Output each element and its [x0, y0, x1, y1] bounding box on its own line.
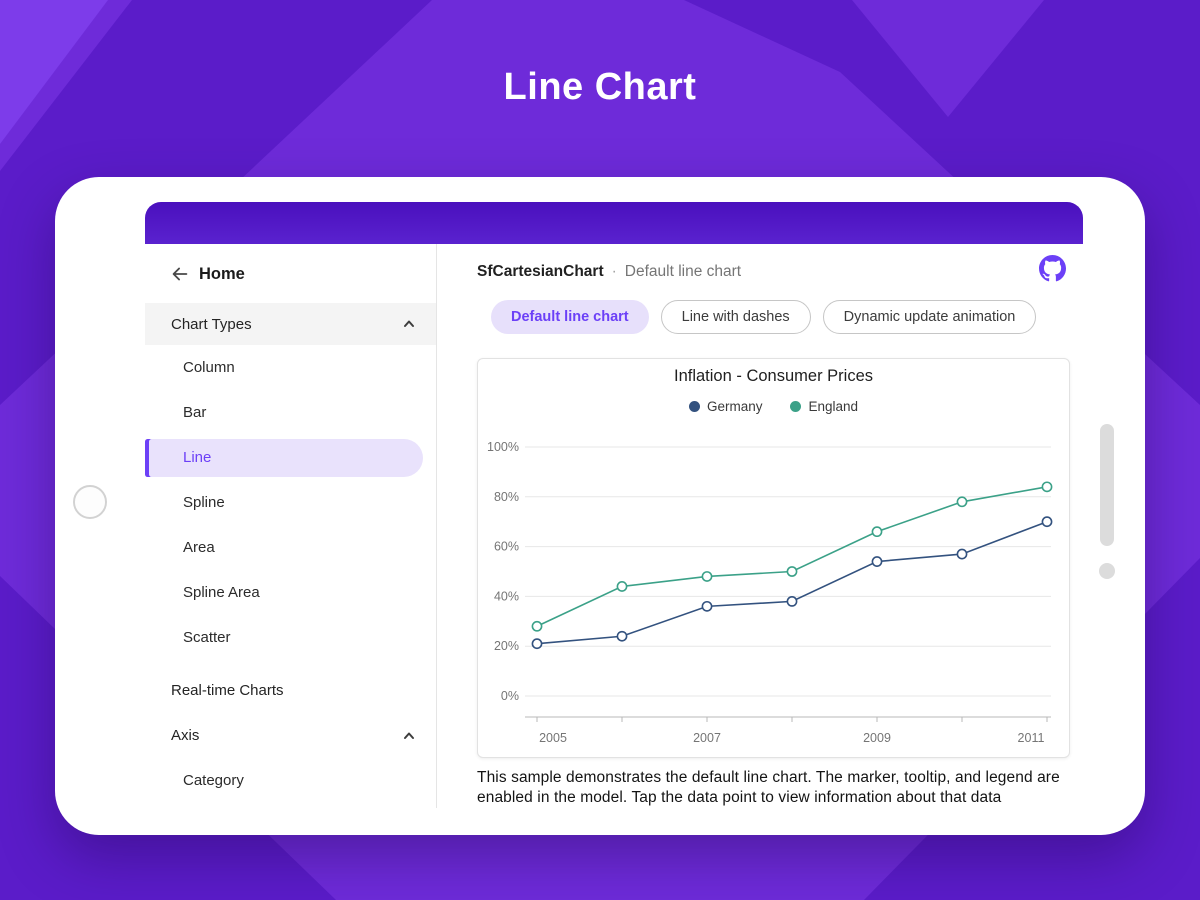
main-panel: SfCartesianChart · Default line chart De…: [437, 244, 1083, 808]
app-bar: [145, 202, 1083, 244]
chip-dynamic-update-animation[interactable]: Dynamic update animation: [822, 300, 1037, 334]
legend-label-germany: Germany: [706, 399, 763, 414]
svg-text:60%: 60%: [494, 540, 519, 554]
legend-dot-germany: [688, 401, 700, 412]
tablet-camera: [73, 485, 107, 519]
chart-legend: Germany England: [478, 399, 1069, 414]
svg-text:40%: 40%: [494, 589, 519, 603]
chart-card: Inflation - Consumer Prices Germany Engl…: [477, 358, 1070, 758]
breadcrumb: SfCartesianChart · Default line chart: [477, 258, 741, 286]
sample-variant-chips: Default line chart Line with dashes Dyna…: [491, 300, 1037, 334]
chevron-up-icon: [402, 317, 416, 331]
legend-dot-england: [790, 401, 802, 412]
sample-description: This sample demonstrates the default lin…: [477, 769, 1060, 806]
svg-text:2005: 2005: [539, 731, 567, 745]
chip-default-line-chart[interactable]: Default line chart: [491, 300, 649, 334]
chip-line-with-dashes[interactable]: Line with dashes: [660, 300, 811, 334]
github-icon[interactable]: [1039, 255, 1066, 282]
section-axis-label: Axis: [171, 727, 200, 744]
chevron-up-icon: [402, 729, 416, 743]
legend-entry-germany[interactable]: Germany: [688, 399, 763, 414]
sidebar-item-column[interactable]: Column: [183, 359, 235, 376]
legend-entry-england[interactable]: England: [790, 399, 858, 414]
legend-label-england: England: [808, 399, 859, 414]
section-realtime-label: Real-time Charts: [171, 682, 284, 699]
breadcrumb-title: SfCartesianChart: [477, 263, 604, 280]
section-realtime-charts[interactable]: Real-time Charts: [145, 668, 436, 713]
sidebar-item-line[interactable]: Line: [145, 438, 423, 477]
svg-text:20%: 20%: [494, 639, 519, 653]
scrollbar-thumb[interactable]: [1100, 424, 1114, 546]
section-chart-types[interactable]: Chart Types: [145, 303, 436, 345]
svg-text:2007: 2007: [693, 731, 721, 745]
home-label: Home: [199, 264, 245, 283]
svg-text:2009: 2009: [863, 731, 891, 745]
sidebar-item-area[interactable]: Area: [183, 539, 215, 556]
sidebar-item-bar[interactable]: Bar: [183, 404, 207, 421]
home-back-button[interactable]: Home: [145, 256, 436, 292]
breadcrumb-separator: ·: [611, 263, 617, 280]
section-axis[interactable]: Axis: [145, 713, 436, 758]
sidebar-item-category[interactable]: Category: [183, 772, 244, 789]
sidebar-item-spline[interactable]: Spline: [183, 494, 225, 511]
back-arrow-icon: [169, 263, 191, 285]
app-content: Home Chart Types Column Bar Line Spline …: [145, 244, 1083, 808]
sidebar: Home Chart Types Column Bar Line Spline …: [145, 244, 437, 808]
sidebar-item-spline-area[interactable]: Spline Area: [183, 584, 260, 601]
scrollbar-dot: [1099, 563, 1115, 579]
axis-list: Category: [145, 758, 436, 803]
breadcrumb-subtitle: Default line chart: [624, 263, 742, 280]
chart-title: Inflation - Consumer Prices: [674, 367, 873, 385]
page-title: Line Chart: [503, 66, 697, 108]
svg-text:80%: 80%: [494, 490, 519, 504]
chart-type-list: Column Bar Line Spline Area Spline Area …: [145, 345, 436, 660]
tablet-frame: Home Chart Types Column Bar Line Spline …: [55, 177, 1145, 835]
section-chart-types-label: Chart Types: [171, 315, 252, 333]
line-chart-plot[interactable]: 0% 20% 40% 60% 80% 100% 2005 2007 2009 2011: [481, 431, 1067, 749]
svg-text:2011: 2011: [1018, 731, 1045, 745]
sidebar-item-scatter[interactable]: Scatter: [183, 629, 231, 646]
app-screen: Home Chart Types Column Bar Line Spline …: [145, 202, 1083, 808]
svg-text:0%: 0%: [501, 689, 519, 703]
svg-text:100%: 100%: [487, 440, 519, 454]
